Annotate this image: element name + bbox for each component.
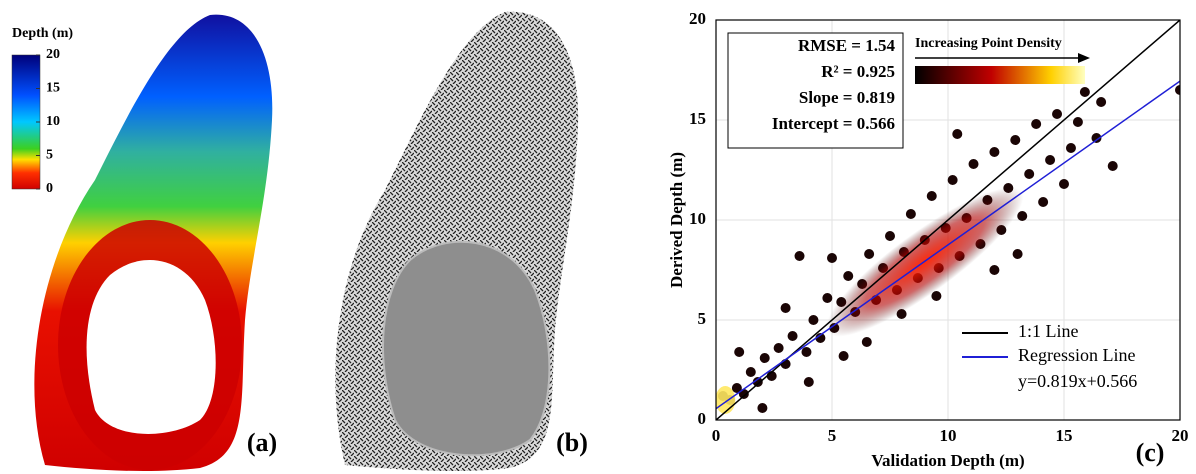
x-tick-label: 20 [1172, 426, 1189, 445]
point [734, 347, 745, 357]
point [1107, 161, 1118, 171]
point [843, 271, 854, 281]
point [1024, 169, 1035, 179]
density-label: Increasing Point Density [915, 36, 1062, 51]
point [885, 231, 895, 241]
point [931, 291, 942, 301]
x-tick-label: 10 [940, 426, 957, 445]
point [864, 249, 875, 259]
panel-label: (b) [556, 428, 588, 457]
legend-label: 1:1 Line [1018, 321, 1079, 341]
point [757, 403, 768, 413]
point [861, 337, 872, 347]
panel-label: (c) [1136, 438, 1165, 467]
x-tick-label: 15 [1056, 426, 1073, 445]
x-axis-label: Validation Depth (m) [871, 451, 1024, 470]
y-tick-label: 0 [698, 409, 707, 428]
stats-box [727, 32, 904, 149]
stat: Slope = 0.819 [799, 88, 895, 107]
legend-label: Regression Line [1018, 345, 1135, 365]
y-tick-label: 20 [689, 9, 706, 28]
colorbar-tick-label: 20 [46, 47, 60, 62]
point [1052, 109, 1063, 119]
point [968, 159, 979, 169]
point [989, 265, 1000, 275]
map-hole [86, 260, 216, 434]
point [1045, 155, 1056, 165]
panel-b: (b) [335, 11, 588, 472]
points [716, 20, 1180, 420]
x-tick-label: 0 [712, 426, 721, 445]
colorbar [11, 54, 41, 190]
x-tick-label: 5 [828, 426, 837, 445]
point [1017, 211, 1028, 221]
point [1079, 87, 1090, 97]
point [773, 343, 784, 353]
point [759, 353, 770, 363]
point [815, 333, 826, 343]
point [1059, 179, 1069, 189]
y-axis-label: Derived Depth (m) [667, 152, 686, 288]
colorbar-tick-label: 10 [46, 114, 60, 129]
panel-c: 0 5 10 15 20 0 5 10 15 20 1:1 Line Regression Line y… [667, 9, 1189, 470]
point [731, 383, 742, 393]
point [1091, 133, 1102, 143]
colorbar-title: Depth (m) [12, 26, 73, 41]
point [926, 191, 937, 201]
density-arrowhead [1078, 53, 1090, 63]
series-line [716, 80, 1180, 410]
stat: Intercept = 0.566 [772, 114, 895, 133]
point [1072, 117, 1083, 127]
colorbar-tick-label: 5 [46, 148, 53, 163]
point [1175, 85, 1180, 95]
y-tick-label: 10 [689, 209, 706, 228]
point [952, 129, 963, 139]
y-tick-label: 15 [689, 109, 706, 128]
point [1096, 97, 1107, 107]
point [738, 389, 749, 399]
flat-bottom [382, 240, 551, 457]
point [827, 253, 837, 263]
point [905, 209, 916, 219]
density-colorbar [915, 66, 1085, 84]
point [803, 377, 814, 387]
point [947, 175, 958, 185]
colorbar-tick-label: 0 [46, 181, 53, 196]
point [1012, 249, 1023, 259]
point [801, 347, 812, 357]
point [1038, 197, 1049, 207]
stat: RMSE = 1.54 [798, 36, 896, 55]
point [838, 351, 849, 361]
density-peak [716, 386, 736, 414]
point [1065, 143, 1076, 153]
equation: y=0.819x+0.566 [1018, 371, 1137, 391]
colorbar-tick-label: 15 [46, 81, 60, 96]
point [808, 315, 819, 325]
point [787, 331, 798, 341]
point [745, 367, 756, 377]
axes-frame [715, 19, 1181, 421]
y-tick-label: 5 [698, 309, 707, 328]
point [1010, 135, 1021, 145]
panel-a: Depth (m) (a) [11, 14, 277, 472]
point [822, 293, 833, 303]
point [989, 147, 1000, 157]
point [1031, 119, 1042, 129]
panel-label: (a) [247, 428, 277, 457]
point [794, 251, 805, 261]
stat: R² = 0.925 [821, 62, 895, 81]
point [752, 377, 763, 387]
point [780, 303, 791, 313]
